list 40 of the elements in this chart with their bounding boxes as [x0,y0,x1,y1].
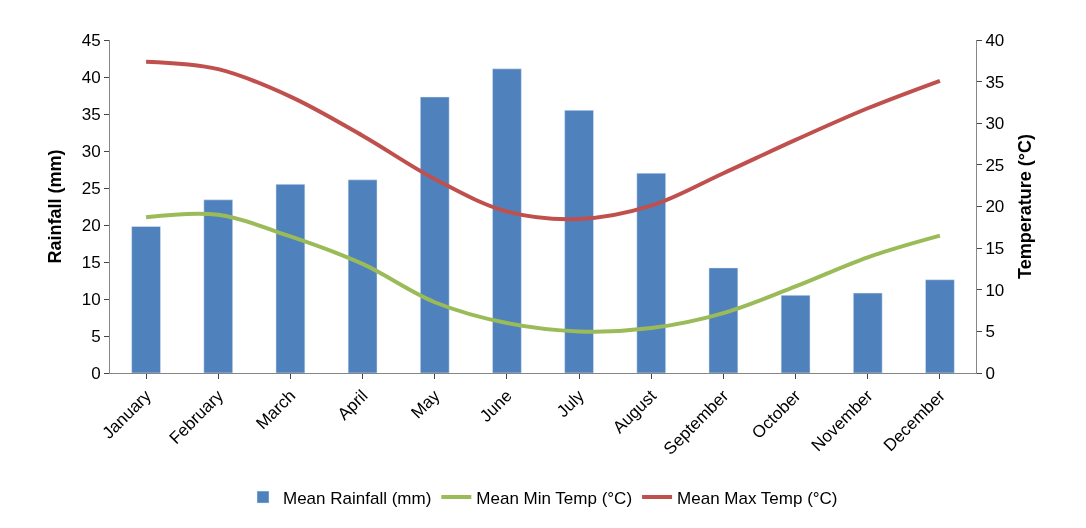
y-tick-label: 35 [81,104,101,124]
y-tick-label: 30 [81,141,101,161]
y2-tick-label: 0 [985,363,995,383]
y-tick-label: 25 [81,178,101,198]
bar [420,96,450,373]
legend-label: Mean Rainfall (mm) [283,488,432,508]
bar [492,68,522,373]
y2-tick-label: 10 [985,280,1005,300]
y-axis-title: Rainfall (mm) [44,149,65,264]
y2-axis-title: Temperature (°C) [1015,134,1036,279]
line-series [144,211,942,334]
legend-label: Mean Max Temp (°C) [677,488,838,508]
y-tick-label: 20 [81,215,101,235]
y2-tick-label: 20 [985,197,1005,217]
y2-tick-label: 30 [985,114,1005,134]
bar [925,279,955,373]
line-series [144,59,942,222]
y2-tick-label: 35 [985,72,1005,92]
bar [564,110,594,373]
y-tick-label: 45 [81,30,101,50]
bar [636,172,666,373]
bar [347,179,378,373]
y-tick-label: 0 [91,363,101,383]
bar [275,184,306,373]
x-tick-label: July [553,385,589,422]
legend-label: Mean Min Temp (°C) [476,488,633,508]
bar [708,267,739,373]
y2-tick-label: 5 [985,322,995,342]
y-tick-label: 40 [81,67,101,87]
y2-tick-label: 25 [985,155,1005,175]
y-tick-label: 5 [91,326,101,346]
y-tick-label: 10 [81,289,101,309]
x-tick-label: May [407,385,444,423]
bar [203,199,233,373]
y2-tick-label: 15 [985,239,1005,259]
bar [780,295,811,373]
y-tick-label: 15 [81,252,101,272]
y2-tick-label: 40 [985,30,1005,50]
bar [853,292,883,373]
bar [131,226,161,373]
